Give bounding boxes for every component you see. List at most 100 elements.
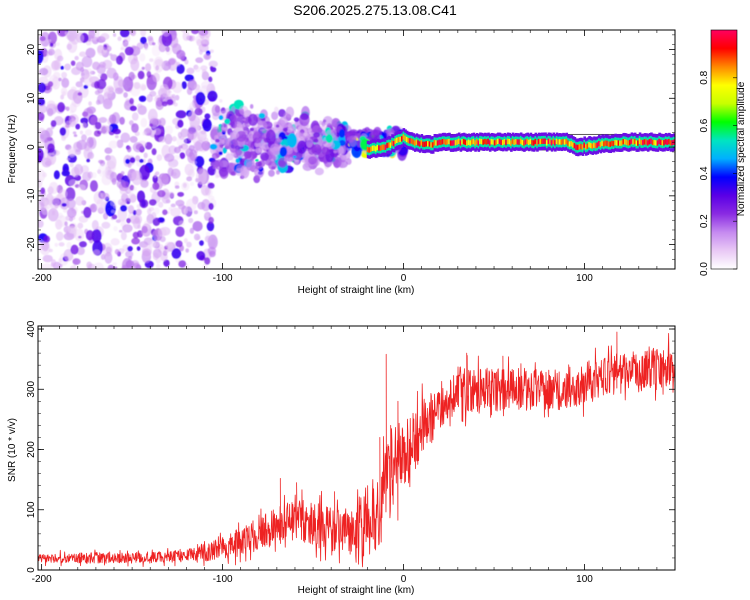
spectral-blob [75, 123, 81, 130]
signal-cell [454, 140, 458, 146]
spectral-blob [166, 99, 174, 106]
spectral-blob [61, 71, 68, 79]
spectral-blob [106, 45, 112, 52]
spectral-blob [354, 151, 359, 156]
spectral-blob [58, 242, 65, 247]
signal-cell [449, 140, 453, 146]
spectral-blob [61, 203, 67, 207]
spectral-blob [46, 100, 56, 109]
spectral-blob [97, 73, 102, 77]
spectral-blob [189, 101, 196, 111]
spectral-blob [296, 140, 307, 155]
spectral-blob [50, 120, 57, 128]
signal-cell [594, 143, 598, 149]
spectral-blob [151, 118, 162, 126]
spectral-blob [204, 235, 212, 243]
spectral-blob [106, 67, 117, 79]
spectral-blob [173, 154, 181, 161]
spectral-blob [76, 139, 88, 150]
spectral-blob [75, 196, 85, 206]
spectral-blob [257, 120, 268, 132]
signal-cell [368, 147, 371, 153]
signal-cell [513, 139, 516, 145]
signal-cell [663, 140, 666, 146]
spectral-blob [65, 187, 76, 202]
spectral-blob [159, 84, 169, 93]
signal-cell [624, 139, 627, 145]
signal-cell [487, 138, 490, 145]
spectral-blob [129, 135, 138, 143]
spectral-blob [211, 152, 220, 159]
spectral-blob [267, 150, 272, 156]
spectral-blob [74, 55, 79, 61]
spectral-blob [226, 162, 235, 173]
spectral-blob [126, 217, 131, 224]
signal-cell [462, 138, 466, 145]
spectral-blob [185, 248, 189, 253]
spectral-blob [120, 171, 125, 176]
spectral-blob [57, 215, 67, 227]
spectral-blob [131, 170, 143, 186]
spectral-blob [128, 256, 133, 260]
spectral-blob [109, 53, 113, 57]
spectral-blob [85, 47, 96, 59]
signal-cell [493, 140, 497, 146]
spectral-blob [47, 39, 52, 43]
spectral-blob [168, 58, 176, 66]
signal-cell [638, 138, 642, 144]
spectral-blob [64, 31, 70, 36]
spectral-blob [66, 207, 77, 218]
spectral-blob [201, 35, 210, 45]
spectral-blob [137, 70, 145, 80]
spectral-blob [38, 127, 46, 135]
spectral-blob [41, 242, 49, 252]
spectral-blob [72, 131, 77, 135]
y-tick-label: -20 [26, 237, 37, 252]
y-tick-label: -10 [26, 188, 37, 203]
signal-cell [585, 144, 588, 150]
signal-cell [387, 142, 391, 148]
spectral-blob [113, 225, 118, 232]
signal-cell [501, 139, 505, 146]
spectral-blob [136, 42, 144, 50]
signal-cell [617, 140, 621, 146]
signal-cell [531, 140, 534, 146]
signal-cell [650, 138, 653, 144]
y-tick-label: 0 [26, 144, 37, 150]
spectral-blob [159, 173, 169, 187]
signal-cell [578, 144, 582, 150]
spectral-blob [67, 255, 74, 260]
signal-cell [514, 139, 518, 145]
signal-cell [472, 138, 476, 145]
spectral-blob [175, 226, 185, 238]
spectral-blob [330, 129, 337, 138]
signal-cell [576, 144, 580, 151]
spectral-blob [183, 208, 188, 214]
spectral-blob [277, 160, 286, 167]
signal-cell [379, 145, 383, 151]
y-tick-label: 200 [26, 441, 37, 458]
spectral-blob [319, 120, 323, 126]
spectral-blob [220, 122, 228, 133]
signal-cell [614, 139, 617, 146]
signal-cell [527, 139, 531, 146]
spectral-blob [289, 156, 294, 163]
spectral-blob [170, 168, 181, 179]
signal-cell [645, 139, 648, 145]
spectral-blob [243, 150, 252, 159]
signal-cell [599, 141, 603, 148]
signal-cell [565, 138, 569, 145]
signal-cell [625, 139, 629, 146]
spectral-blob [141, 225, 148, 234]
spectral-blob [275, 170, 280, 175]
spectral-blob [77, 222, 84, 229]
spectral-blob [247, 113, 258, 126]
spectral-blob [125, 158, 130, 164]
spectral-blob [234, 168, 245, 176]
spectral-blob [184, 74, 194, 82]
spectral-blob [208, 195, 215, 201]
spectral-blob [194, 66, 201, 73]
spectral-blob [65, 124, 70, 128]
spectral-blob [229, 115, 237, 121]
spectral-blob [68, 114, 79, 125]
